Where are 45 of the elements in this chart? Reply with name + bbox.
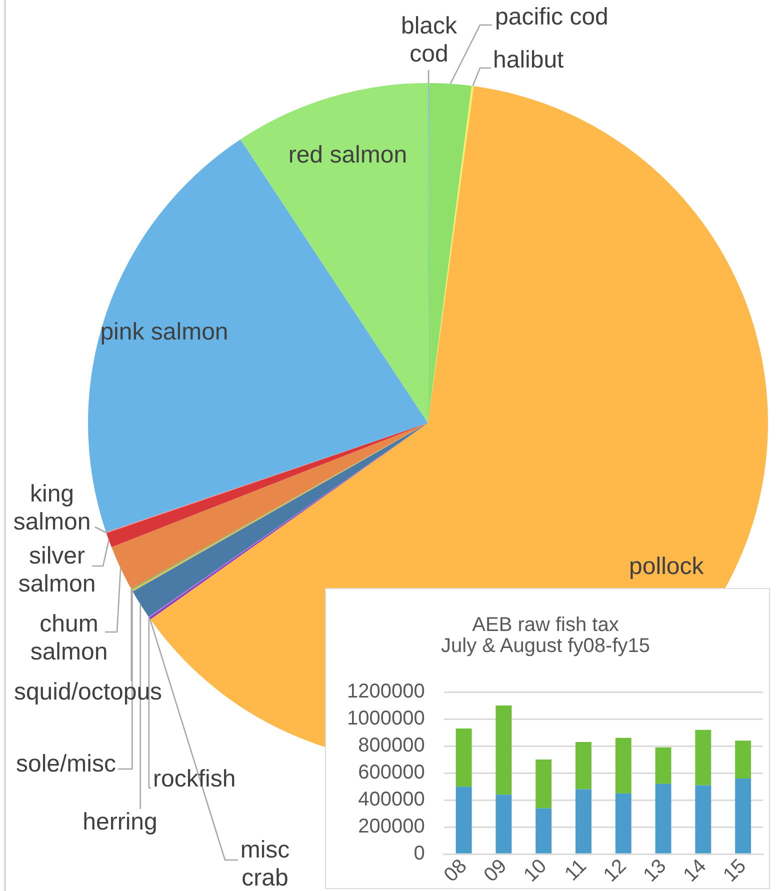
y-tick-label: 600000 bbox=[358, 762, 425, 784]
bar bbox=[735, 778, 752, 854]
y-tick-label: 200000 bbox=[358, 816, 425, 838]
bar bbox=[456, 786, 472, 854]
y-tick-label: 0 bbox=[414, 842, 425, 865]
bar bbox=[615, 738, 632, 794]
slice-label: pollock bbox=[629, 553, 705, 580]
slice-label: squid/octopus bbox=[14, 678, 162, 706]
slice-label: silver salmon bbox=[18, 542, 96, 598]
bar bbox=[735, 740, 752, 778]
chart-title: AEB raw fish tax July & August fy08-fy15 bbox=[440, 614, 650, 658]
bar bbox=[496, 706, 512, 795]
x-tick-label: 15 bbox=[719, 855, 750, 886]
slice-label: halibut bbox=[493, 46, 564, 74]
y-tick-label: 400000 bbox=[358, 788, 425, 811]
x-tick-label: 10 bbox=[520, 855, 552, 886]
slice-label: pink salmon bbox=[100, 318, 228, 346]
bar bbox=[496, 794, 512, 854]
x-tick-label: 09 bbox=[480, 855, 512, 886]
y-tick-label: 800000 bbox=[358, 734, 425, 757]
slice-label: chum salmon bbox=[30, 610, 108, 666]
bar bbox=[695, 730, 712, 786]
bar bbox=[655, 784, 672, 854]
x-tick-label: 11 bbox=[560, 855, 591, 886]
bar bbox=[536, 808, 552, 854]
slice-label: herring bbox=[82, 808, 158, 836]
bar bbox=[615, 793, 632, 854]
bar bbox=[695, 785, 712, 854]
slice-label: rockfish bbox=[153, 766, 236, 793]
slice-label: pacific cod bbox=[495, 4, 608, 31]
bar bbox=[456, 728, 472, 787]
slice-label: red salmon bbox=[288, 142, 408, 169]
x-tick-label: 13 bbox=[639, 855, 671, 886]
y-tick-label: 1200000 bbox=[346, 680, 425, 703]
bar bbox=[655, 747, 672, 784]
slice-label: sole/misc bbox=[16, 750, 116, 778]
x-tick-label: 08 bbox=[440, 855, 472, 886]
bar bbox=[536, 760, 552, 808]
slice-label: misc crab bbox=[240, 836, 290, 891]
slice-label: black cod bbox=[400, 12, 458, 68]
bar bbox=[576, 742, 592, 790]
x-tick-label: 14 bbox=[679, 855, 711, 886]
bar bbox=[576, 789, 592, 854]
x-tick-label: 12 bbox=[600, 855, 631, 886]
y-tick-label: 1000000 bbox=[346, 708, 425, 730]
